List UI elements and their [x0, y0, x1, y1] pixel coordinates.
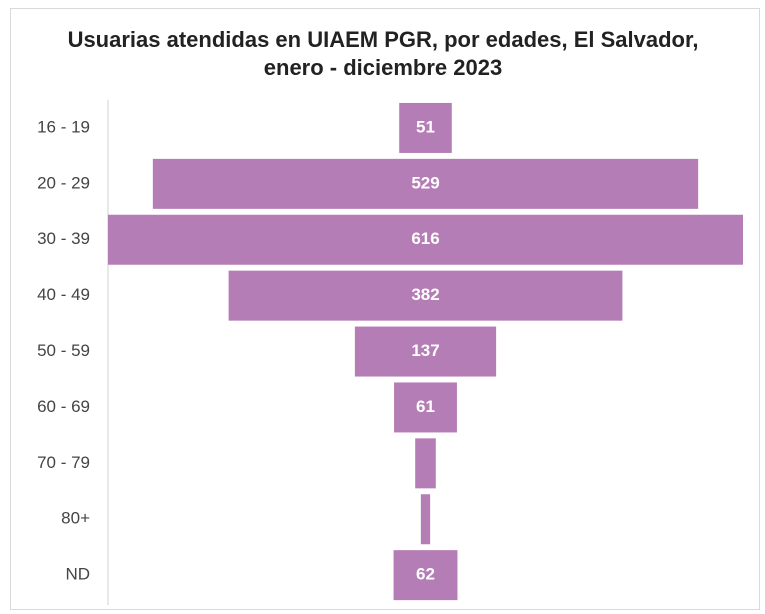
category-label: 16 - 19: [37, 117, 90, 136]
bar: [228, 270, 623, 321]
chart-frame: [10, 8, 760, 610]
bar: [152, 158, 699, 209]
data-label: 62: [416, 565, 435, 584]
data-label: 61: [416, 397, 435, 416]
category-label: 50 - 59: [37, 341, 90, 360]
bar: [415, 438, 436, 489]
chart-title: Usuarias atendidas en UIAEM PGR, por eda…: [67, 27, 699, 80]
data-label: 51: [416, 117, 435, 136]
bar: [108, 214, 743, 265]
bar: [394, 382, 457, 433]
bar: [399, 102, 452, 153]
bar: [393, 550, 458, 601]
bar: [354, 326, 497, 377]
data-label: 529: [411, 173, 439, 192]
category-label: 20 - 29: [37, 173, 90, 192]
data-label: 382: [411, 285, 439, 304]
category-label: 40 - 49: [37, 285, 90, 304]
category-label: 70 - 79: [37, 453, 90, 472]
data-label: 137: [411, 341, 439, 360]
category-label: 60 - 69: [37, 397, 90, 416]
category-label: 30 - 39: [37, 229, 90, 248]
bar: [420, 494, 431, 545]
category-label: ND: [65, 565, 90, 584]
data-label: 616: [411, 229, 439, 248]
category-label: 80+: [61, 509, 90, 528]
